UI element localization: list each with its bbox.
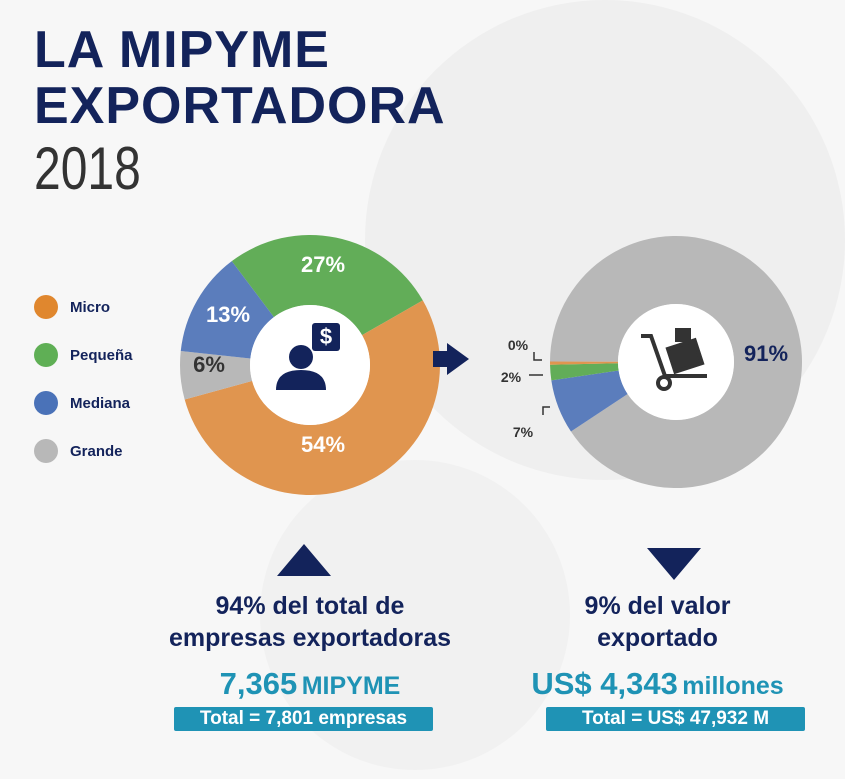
slice-mediana bbox=[551, 370, 628, 432]
value-number: 7,365 bbox=[219, 666, 298, 701]
slice-label: 13% bbox=[206, 302, 250, 327]
title-line-2: EXPORTADORA bbox=[34, 77, 446, 135]
legend-label: Mediana bbox=[70, 394, 131, 412]
triangle-up-icon bbox=[277, 544, 331, 576]
legend-label: Micro bbox=[70, 298, 111, 316]
value-unit: millones bbox=[682, 672, 784, 700]
legend-dot bbox=[34, 343, 58, 367]
right-caption: 9% del valor exportado bbox=[470, 590, 845, 654]
businessman-dollar-icon: $ bbox=[276, 323, 340, 390]
slice-label: 27% bbox=[301, 252, 345, 277]
legend-item-mediana: Mediana bbox=[34, 379, 133, 427]
donut-hole bbox=[250, 305, 370, 425]
slice-pequena bbox=[231, 235, 423, 336]
legend-item-grande: Grande bbox=[34, 427, 133, 475]
title-year: 2018 bbox=[34, 135, 141, 202]
value-unit: MIPYME bbox=[301, 672, 401, 700]
caption-line: empresas exportadoras bbox=[168, 624, 452, 652]
hand-truck-icon bbox=[641, 328, 707, 391]
slice-micro bbox=[184, 300, 440, 496]
legend-item-micro: Micro bbox=[34, 283, 133, 331]
label-leaders bbox=[529, 352, 550, 415]
slice-mediana bbox=[180, 261, 274, 359]
legend-item-pequena: Pequeña bbox=[34, 331, 133, 379]
donut-empresas: 27% 54% 6% 13% bbox=[180, 235, 440, 496]
slice-grande bbox=[550, 236, 803, 489]
right-total-badge: Total = US$ 47,932 M bbox=[546, 707, 805, 731]
arrow-right-icon bbox=[433, 343, 469, 375]
legend-label: Grande bbox=[70, 442, 123, 460]
left-caption: 94% del total de empresas exportadoras bbox=[100, 590, 520, 654]
left-value: 7,365 MIPYME bbox=[100, 666, 520, 702]
title-line-1: LA MIPYME bbox=[34, 21, 330, 79]
slice-label: 7% bbox=[513, 424, 534, 440]
slice-label: 2% bbox=[501, 369, 522, 385]
slice-grande bbox=[180, 350, 253, 400]
triangle-down-icon bbox=[647, 548, 701, 580]
value-number: US$ 4,343 bbox=[531, 666, 678, 701]
slice-pequena bbox=[550, 363, 619, 381]
legend: Micro Pequeña Mediana Grande bbox=[34, 283, 133, 475]
slice-label: 6% bbox=[193, 352, 225, 377]
caption-line: 9% del valor bbox=[584, 592, 731, 620]
slice-label: 91% bbox=[744, 341, 788, 366]
slice-micro bbox=[550, 361, 619, 365]
slice-label: 0% bbox=[508, 337, 529, 353]
page-title: LA MIPYME EXPORTADORA bbox=[34, 22, 446, 134]
slice-label: 54% bbox=[301, 432, 345, 457]
legend-dot bbox=[34, 439, 58, 463]
caption-line: 94% del total de bbox=[215, 592, 405, 620]
caption-line: exportado bbox=[597, 624, 718, 652]
left-total-badge: Total = 7,801 empresas bbox=[174, 707, 433, 731]
legend-dot bbox=[34, 391, 58, 415]
legend-dot bbox=[34, 295, 58, 319]
right-value: US$ 4,343 millones bbox=[470, 666, 845, 702]
donut-valor: 91% 7% 2% 0% bbox=[501, 236, 803, 489]
legend-label: Pequeña bbox=[70, 346, 133, 364]
svg-text:$: $ bbox=[320, 324, 332, 349]
